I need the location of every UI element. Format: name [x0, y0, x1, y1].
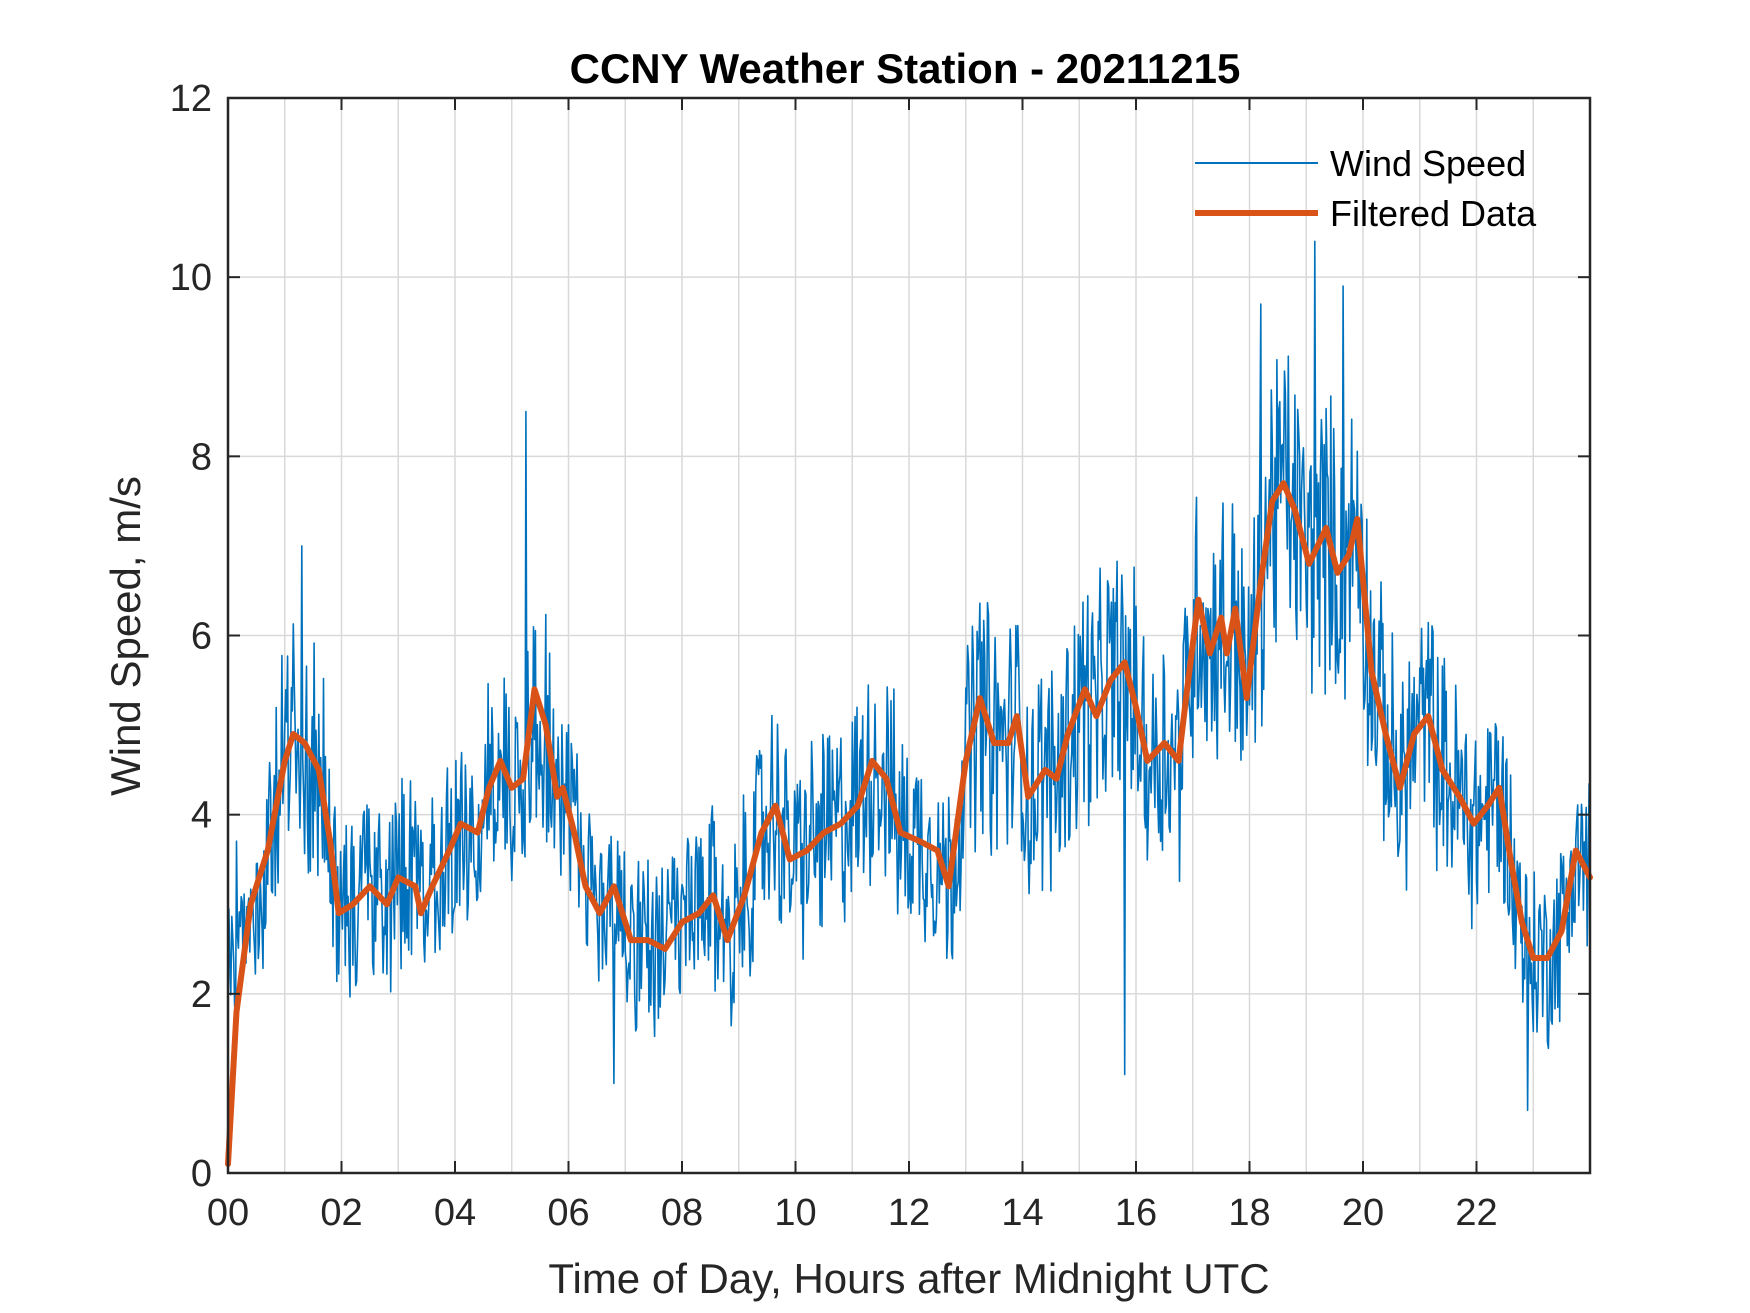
x-tick-label: 06: [547, 1192, 589, 1234]
x-axis-label: Time of Day, Hours after Midnight UTC: [548, 1255, 1269, 1302]
x-tick-label: 10: [774, 1192, 816, 1234]
y-tick-label: 6: [191, 616, 212, 658]
x-tick-label: 12: [888, 1192, 930, 1234]
y-tick-label: 10: [170, 257, 212, 299]
y-axis-label: Wind Speed, m/s: [102, 476, 149, 796]
legend: Wind Speed Filtered Data: [1195, 143, 1537, 234]
filtered-data-line: [225, 480, 1593, 1167]
y-tick-label: 0: [191, 1153, 212, 1195]
filtered-data-series: [225, 480, 1593, 1167]
legend-wind-speed-label: Wind Speed: [1330, 143, 1526, 184]
x-axis: 00 02 04 06 08 10 12 14 16 18 20 22: [207, 98, 1498, 1234]
chart-title: CCNY Weather Station - 20211215: [570, 45, 1241, 92]
x-tick-label: 16: [1115, 1192, 1157, 1234]
grid: [228, 98, 1590, 1173]
x-tick-label: 00: [207, 1192, 249, 1234]
legend-filtered-label: Filtered Data: [1330, 193, 1537, 234]
x-tick-label: 08: [661, 1192, 703, 1234]
wind-speed-series: [227, 240, 1591, 1112]
y-tick-label: 2: [191, 974, 212, 1016]
y-tick-label: 4: [191, 795, 212, 837]
x-tick-label: 22: [1455, 1192, 1497, 1234]
x-tick-label: 04: [434, 1192, 476, 1234]
x-tick-label: 14: [1001, 1192, 1043, 1234]
x-tick-label: 18: [1228, 1192, 1270, 1234]
y-tick-label: 12: [170, 78, 212, 120]
wind-speed-line: [227, 240, 1591, 1112]
x-tick-label: 20: [1342, 1192, 1384, 1234]
x-tick-label: 02: [320, 1192, 362, 1234]
y-axis: 0 2 4 6 8 10 12: [170, 78, 1590, 1195]
y-tick-label: 8: [191, 436, 212, 478]
